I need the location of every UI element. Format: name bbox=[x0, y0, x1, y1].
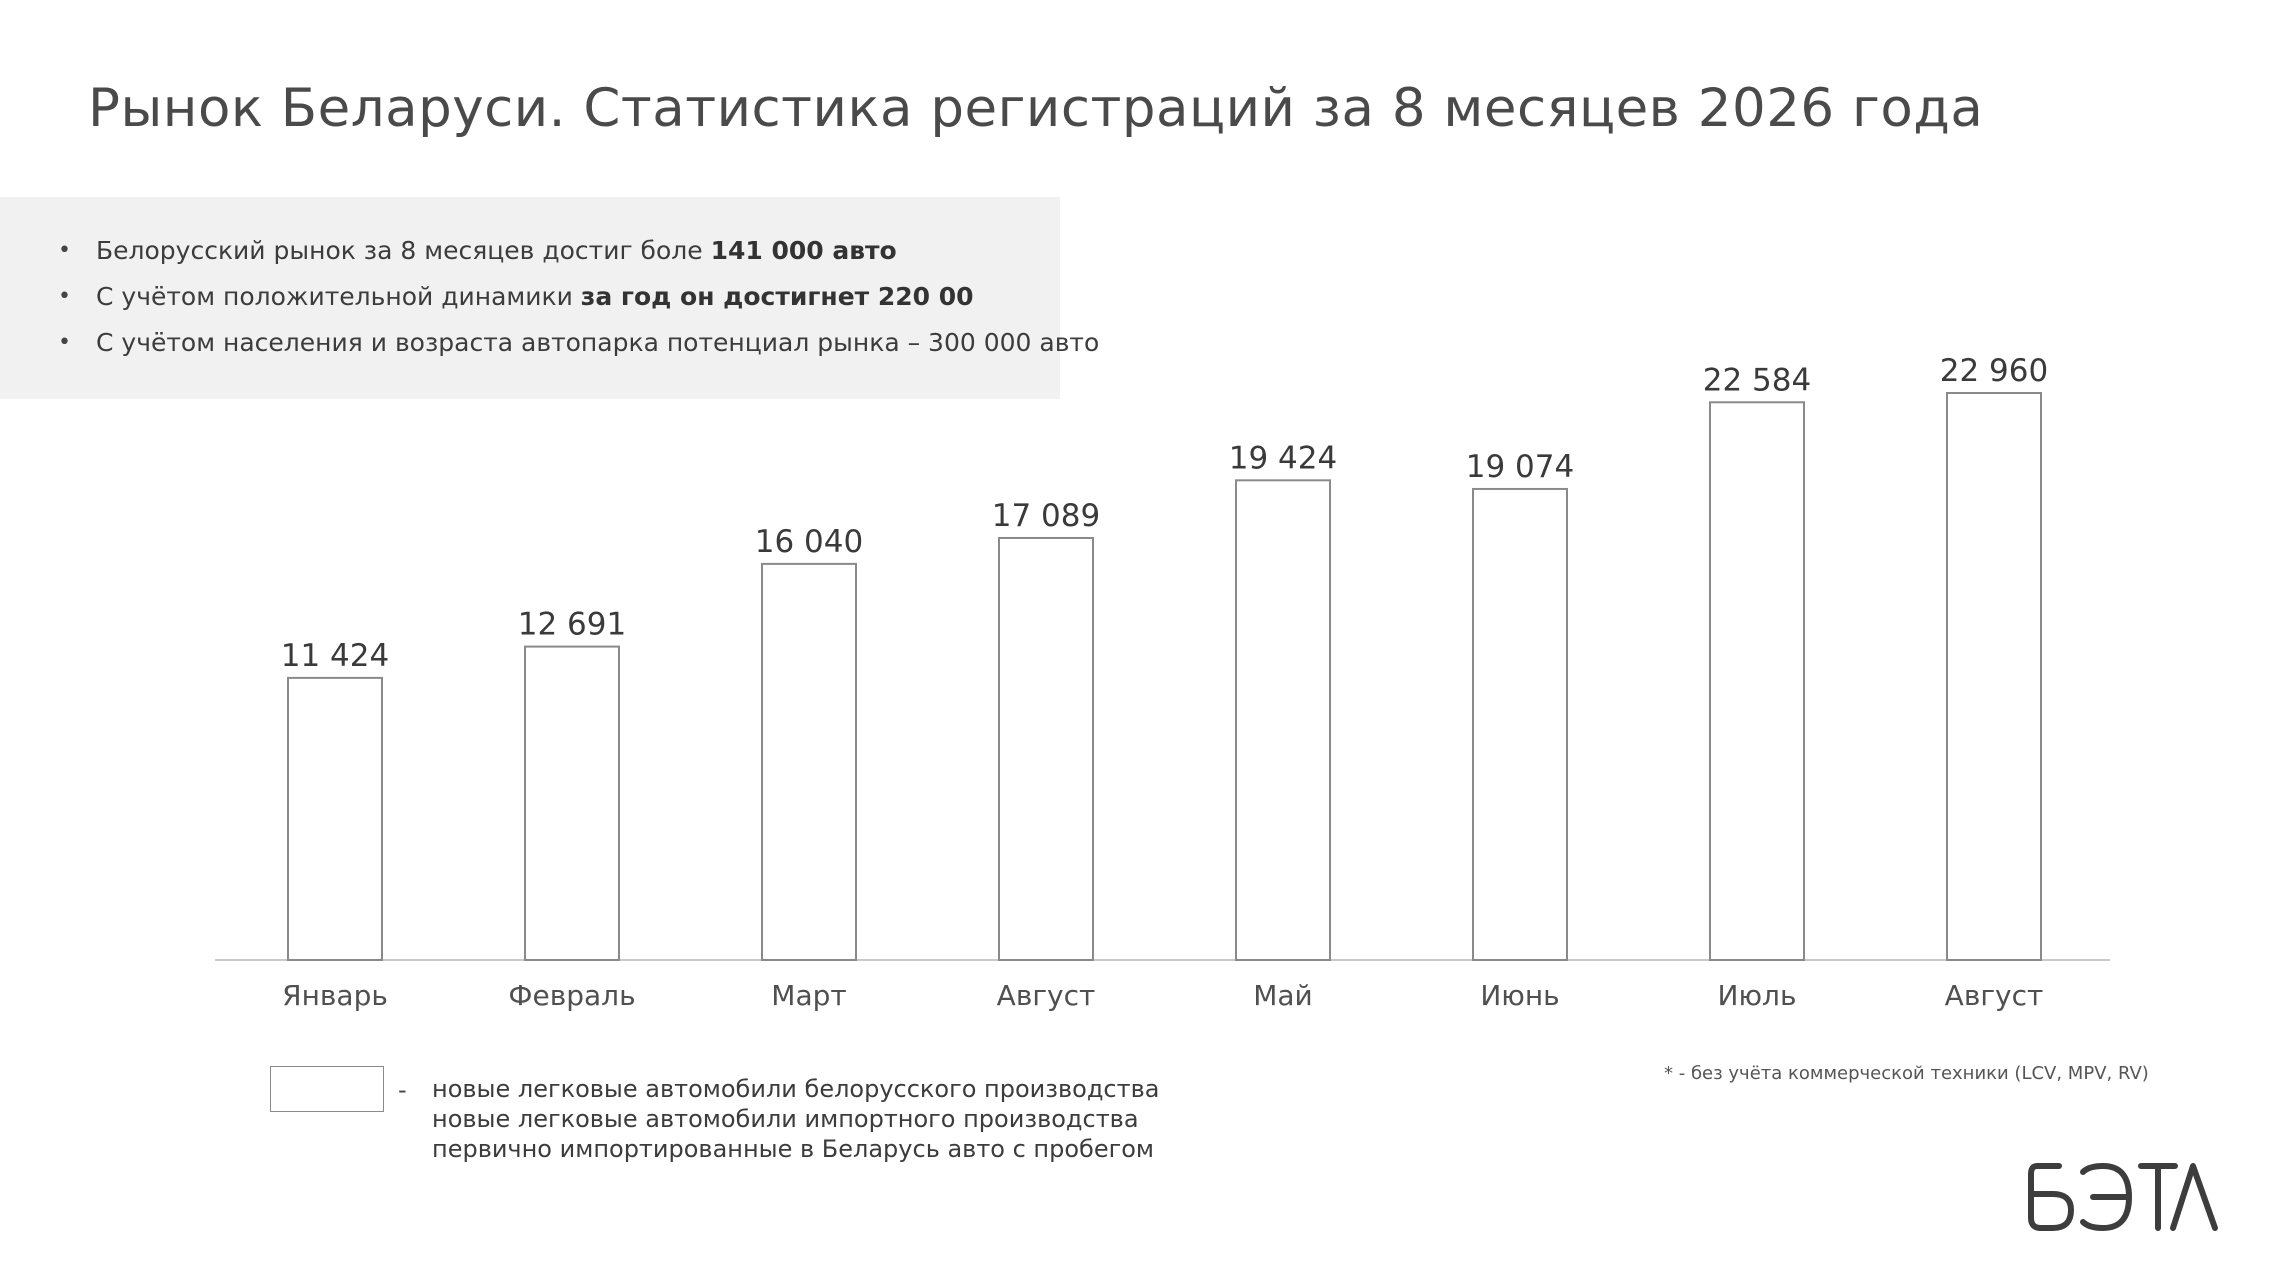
legend-swatch bbox=[270, 1066, 384, 1112]
info-text: С учётом положительной динамики bbox=[96, 282, 581, 311]
bar-chart: 11 424 Январь 12 691 Февраль 16 040 Март 17 08… bbox=[215, 353, 2110, 1012]
info-list: • Белорусский рынок за 8 месяцев достиг … bbox=[0, 197, 1099, 373]
x-tick-label: Май bbox=[1253, 979, 1313, 1012]
bar bbox=[287, 676, 383, 961]
x-tick-label: Январь bbox=[282, 979, 388, 1012]
company-logo bbox=[2028, 1163, 2218, 1231]
legend-line: новые легковые автомобили импортного про… bbox=[432, 1105, 1139, 1133]
bar bbox=[761, 562, 857, 961]
bar bbox=[524, 645, 620, 961]
x-tick-label: Июль bbox=[1718, 979, 1797, 1012]
info-text: Белорусский рынок за 8 месяцев достиг бо… bbox=[96, 236, 711, 265]
x-tick-label: Август bbox=[997, 979, 1096, 1012]
x-tick-label: Март bbox=[771, 979, 846, 1012]
bar bbox=[1709, 401, 1805, 962]
info-item: • Белорусский рынок за 8 месяцев достиг … bbox=[58, 235, 1060, 281]
bar bbox=[1946, 392, 2042, 961]
footnote: * - без учёта коммерческой техники (LCV,… bbox=[1664, 1063, 2149, 1084]
bar bbox=[998, 536, 1094, 961]
data-label: 22 584 bbox=[1703, 362, 1811, 398]
bar bbox=[1472, 487, 1568, 961]
x-tick-label: Июнь bbox=[1480, 979, 1559, 1012]
x-tick-label: Февраль bbox=[508, 979, 635, 1012]
data-label: 22 960 bbox=[1940, 353, 2048, 389]
data-label: 12 691 bbox=[518, 607, 626, 643]
info-box: • Белорусский рынок за 8 месяцев достиг … bbox=[0, 197, 1099, 399]
info-text: С учётом населения и возраста автопарка … bbox=[96, 328, 1100, 357]
legend-text: новые легковые автомобили белорусского п… bbox=[432, 1074, 1159, 1164]
data-label: 19 074 bbox=[1466, 449, 1574, 485]
info-item: • С учётом населения и возраста автопарк… bbox=[58, 327, 1099, 373]
legend-line: новые легковые автомобили белорусского п… bbox=[432, 1075, 1160, 1103]
data-label: 11 424 bbox=[281, 638, 389, 674]
legend-line: первично импортированные в Беларусь авто… bbox=[432, 1135, 1155, 1163]
bar bbox=[1235, 479, 1331, 961]
info-bold-text: 141 000 авто bbox=[710, 236, 897, 265]
info-bold-text: за год он достигнет 220 00 bbox=[580, 282, 974, 311]
bullet-dot: • bbox=[58, 238, 71, 263]
bullet-dot: • bbox=[58, 330, 71, 355]
data-label: 19 424 bbox=[1229, 440, 1337, 476]
data-label: 17 089 bbox=[992, 498, 1100, 534]
legend-dash: - bbox=[398, 1076, 407, 1104]
page-title: Рынок Беларуси. Статистика регистраций з… bbox=[88, 78, 1984, 139]
info-item: • С учётом положительной динамики за год… bbox=[58, 281, 1060, 327]
bullet-dot: • bbox=[58, 284, 71, 309]
data-label: 16 040 bbox=[755, 524, 863, 560]
x-tick-label: Август bbox=[1945, 979, 2044, 1012]
